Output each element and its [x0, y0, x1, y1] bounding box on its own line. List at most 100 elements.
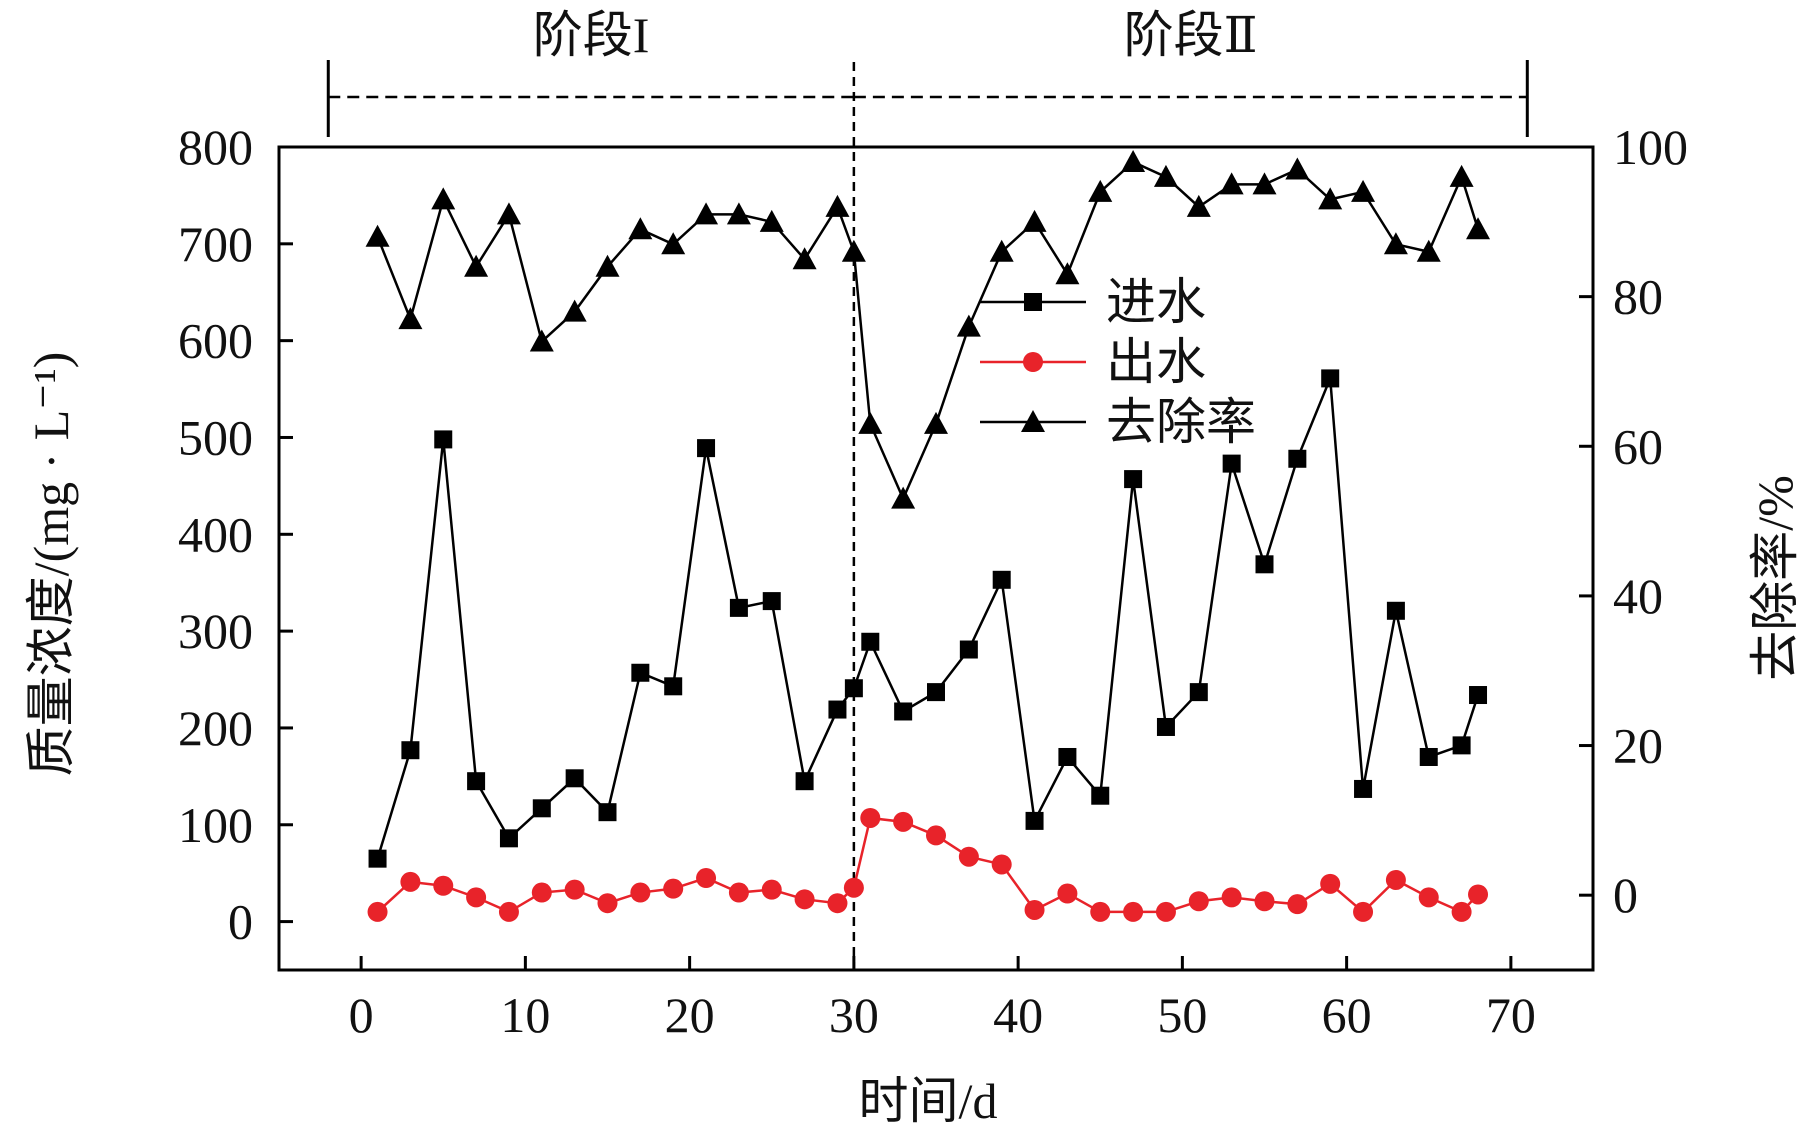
data-point: [958, 846, 979, 867]
data-point: [762, 592, 781, 611]
data-point: [1386, 601, 1405, 620]
y-left-tick-label: 600: [178, 313, 253, 369]
data-point: [365, 224, 390, 247]
data-point: [1055, 262, 1080, 285]
data-point: [1416, 239, 1441, 262]
y-axis-right-label: 去除率/%: [1747, 475, 1803, 681]
data-point: [562, 299, 587, 322]
data-point: [759, 209, 784, 232]
x-tick-label: 70: [1486, 987, 1536, 1043]
data-point: [1452, 736, 1471, 755]
data-point: [1155, 901, 1176, 922]
data-point: [531, 882, 552, 903]
stage-label: 阶段Ⅱ: [1124, 7, 1258, 63]
legend-item: 出水: [980, 334, 1206, 390]
data-point: [1320, 873, 1341, 894]
y-right-tick-label: 0: [1613, 867, 1638, 923]
data-point: [825, 194, 850, 217]
data-point: [989, 239, 1014, 262]
data-point: [565, 769, 584, 788]
series: [365, 149, 1491, 922]
data-point: [529, 329, 554, 352]
y-right-tick-label: 100: [1613, 119, 1688, 175]
data-point: [1354, 779, 1373, 798]
data-point: [367, 901, 388, 922]
data-point: [433, 875, 454, 896]
data-point: [926, 825, 946, 846]
data-point: [858, 411, 883, 434]
data-point: [761, 879, 782, 900]
data-point: [661, 232, 686, 255]
data-point: [844, 679, 863, 698]
data-point: [496, 202, 521, 225]
x-tick-label: 30: [829, 987, 879, 1043]
data-point: [1189, 683, 1208, 702]
data-point: [1153, 164, 1178, 187]
y-right-tick-label: 80: [1613, 269, 1663, 325]
data-point: [1351, 179, 1376, 202]
series-line: [376, 377, 1480, 860]
y-left-tick-label: 300: [178, 603, 253, 659]
data-point: [697, 439, 716, 458]
y-right-tick-label: 60: [1613, 418, 1663, 474]
data-point: [991, 854, 1012, 875]
data-point: [1321, 369, 1340, 388]
data-point: [1186, 194, 1211, 217]
stage-annotations: 阶段I 阶段Ⅱ: [326, 7, 1529, 970]
y-left-tick-label: 700: [178, 216, 253, 272]
data-point: [1383, 232, 1408, 255]
data-point: [595, 254, 620, 277]
data-point: [630, 882, 651, 903]
data-point: [1288, 449, 1307, 468]
data-point: [927, 683, 945, 702]
data-point: [431, 187, 456, 210]
y-left-tick-label: 800: [178, 119, 253, 175]
data-point: [598, 803, 617, 822]
y-right-tick-label: 20: [1613, 718, 1663, 774]
data-point: [696, 868, 717, 889]
data-point: [1385, 869, 1406, 890]
data-point: [1057, 883, 1078, 904]
x-tick-label: 0: [349, 987, 374, 1043]
y-left-tick-label: 0: [228, 894, 253, 950]
data-point: [1025, 811, 1044, 830]
data-point: [628, 217, 653, 240]
data-point: [1222, 454, 1241, 473]
data-point: [828, 700, 847, 719]
data-point: [664, 677, 683, 696]
series-triangle: [365, 149, 1491, 509]
data-point: [1255, 555, 1274, 574]
data-point: [894, 702, 913, 721]
data-point: [1088, 179, 1113, 202]
data-point: [1024, 899, 1045, 920]
data-point: [726, 202, 751, 225]
data-point: [1221, 887, 1242, 908]
data-point: [795, 772, 814, 791]
data-point: [728, 882, 749, 903]
legend-label: 去除率: [1106, 394, 1256, 450]
data-point: [401, 741, 420, 760]
data-point: [464, 254, 489, 277]
x-tick-label: 10: [500, 987, 550, 1043]
series-square: [368, 369, 1488, 868]
x-tick-label: 20: [665, 987, 715, 1043]
legend-item: 进水: [980, 274, 1206, 330]
data-point: [827, 893, 848, 914]
data-point: [924, 411, 948, 434]
data-point: [663, 878, 684, 899]
x-axis-label: 时间/d: [859, 1073, 998, 1128]
data-point: [564, 879, 585, 900]
data-point: [1451, 901, 1472, 922]
data-point: [1091, 786, 1110, 805]
data-point: [992, 570, 1011, 589]
data-point: [1254, 891, 1275, 912]
data-point: [841, 239, 866, 262]
data-point: [1024, 293, 1042, 311]
legend-label: 进水: [1106, 274, 1206, 330]
data-point: [1466, 217, 1491, 240]
data-point: [1418, 887, 1439, 908]
legend-item: 去除率: [980, 394, 1256, 450]
data-point: [1318, 187, 1343, 210]
data-point: [1022, 209, 1047, 232]
